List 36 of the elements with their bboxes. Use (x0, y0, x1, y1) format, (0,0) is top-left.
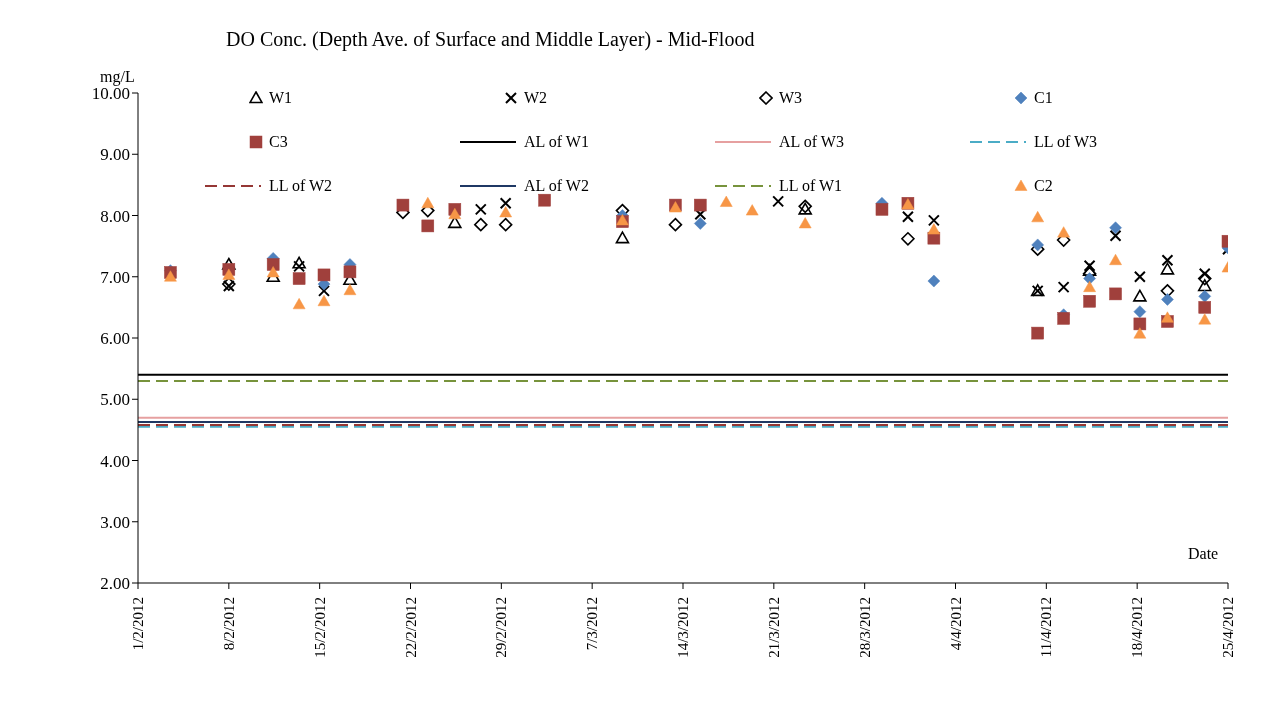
x-tick-label: 1/2/2012 (130, 597, 146, 651)
legend-label: W1 (269, 89, 293, 107)
y-tick-label: 8.00 (100, 206, 130, 226)
y-tick-label: 6.00 (100, 329, 130, 349)
y-tick-label: 2.00 (100, 574, 130, 594)
legend-label: LL of W2 (269, 177, 333, 195)
x-tick-label: 11/4/2012 (1038, 597, 1055, 658)
x-axis-title: Date (1188, 545, 1219, 563)
legend-label: W3 (779, 89, 803, 107)
legend-label: LL of W3 (1034, 133, 1098, 151)
y-tick-label: 7.00 (100, 267, 130, 287)
legend-label: AL of W3 (779, 133, 844, 151)
x-tick-label: 8/2/2012 (220, 597, 237, 651)
legend-label: C1 (1034, 89, 1053, 107)
legend-label: C2 (1034, 177, 1053, 195)
legend-label: AL of W2 (524, 177, 589, 195)
legend-label: W2 (524, 89, 548, 107)
x-tick-label: 25/4/2012 (1220, 597, 1236, 658)
x-tick-label: 7/3/2012 (584, 597, 601, 651)
y-tick-label: 5.00 (100, 390, 130, 410)
x-tick-label: 28/3/2012 (856, 597, 873, 658)
x-tick-label: 22/2/2012 (402, 597, 419, 658)
x-tick-label: 15/2/2012 (311, 597, 328, 658)
legend-label: LL of W1 (779, 177, 843, 195)
chart-title: DO Conc. (Depth Ave. of Surface and Middle Layer) - Mid-Flood (226, 28, 755, 51)
x-tick-label: 14/3/2012 (675, 597, 691, 658)
y-axis-title: mg/L (100, 68, 135, 86)
y-tick-label: 9.00 (100, 145, 130, 165)
x-tick-label: 21/3/2012 (765, 597, 782, 658)
x-tick-label: 29/2/2012 (493, 597, 510, 658)
x-tick-label: 4/4/2012 (947, 597, 964, 651)
y-tick-label: 3.00 (100, 512, 130, 532)
legend-label: AL of W1 (524, 133, 589, 151)
x-tick-label: 18/4/2012 (1129, 597, 1146, 658)
y-tick-label: 4.00 (100, 451, 130, 471)
legend-label: C3 (269, 133, 288, 151)
